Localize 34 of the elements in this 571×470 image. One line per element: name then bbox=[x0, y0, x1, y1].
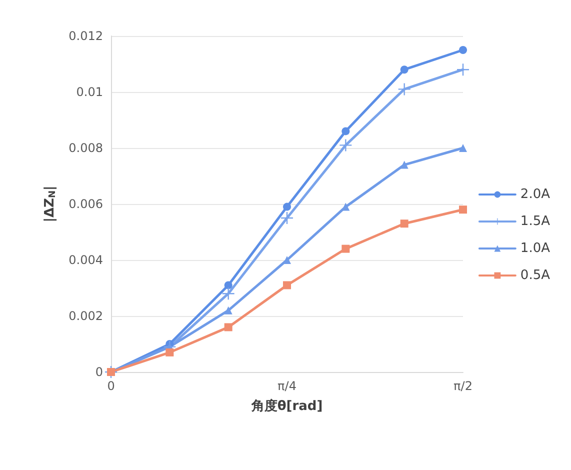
x-tick-label: π/2 bbox=[454, 379, 472, 393]
point bbox=[342, 127, 350, 136]
y-axis-title: |ΔZN| bbox=[42, 186, 58, 222]
point bbox=[459, 206, 467, 214]
point bbox=[224, 281, 232, 290]
point bbox=[340, 139, 352, 152]
point bbox=[222, 288, 234, 300]
point bbox=[224, 306, 232, 314]
point bbox=[224, 323, 232, 332]
point bbox=[166, 348, 174, 356]
point bbox=[400, 160, 408, 169]
y-tick-label: 0.01 bbox=[76, 85, 103, 99]
y-tick-label: 0 bbox=[95, 365, 103, 379]
x-tick-label: π/4 bbox=[278, 379, 296, 393]
y-tick-label: 0.008 bbox=[68, 141, 103, 155]
legend-label: 0.5A bbox=[520, 268, 550, 283]
x-tick-label: 0 bbox=[107, 379, 115, 393]
x-axis-title: 角度θ[rad] bbox=[250, 398, 323, 414]
legend-label: 1.5A bbox=[520, 214, 550, 229]
point bbox=[283, 202, 291, 211]
point bbox=[283, 256, 291, 264]
point bbox=[398, 83, 410, 96]
point bbox=[459, 46, 467, 54]
legend-label: 1.0A bbox=[520, 241, 550, 256]
legend-label: 2.0A bbox=[520, 187, 550, 202]
y-tick-label: 0.006 bbox=[68, 197, 103, 211]
point bbox=[459, 144, 467, 152]
point bbox=[342, 244, 350, 253]
y-tick-label: 0.002 bbox=[68, 309, 103, 323]
point bbox=[400, 66, 408, 74]
point bbox=[283, 281, 291, 290]
y-tick-label: 0.012 bbox=[68, 29, 103, 43]
y-tick-label: 0.004 bbox=[68, 253, 103, 267]
point bbox=[400, 220, 408, 228]
